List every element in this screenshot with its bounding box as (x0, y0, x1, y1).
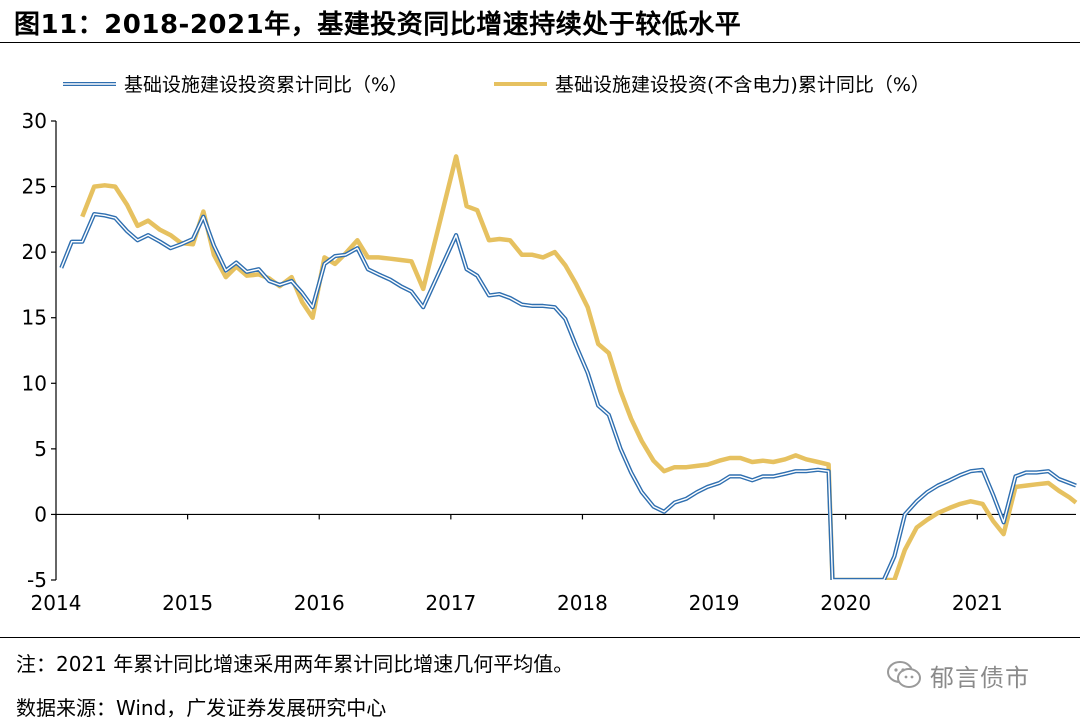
y-tick-label: 0 (34, 502, 47, 526)
legend: 基础设施建设投资累计同比（%） 基础设施建设投资(不含电力)累计同比（%） (63, 74, 930, 96)
legend-label-series-2: 基础设施建设投资(不含电力)累计同比（%） (555, 74, 930, 96)
y-tick-label: 10 (22, 371, 47, 395)
plot-area: -5 0 5 10 15 20 25 30 2014 2015 2016 2017 2018 2019 20… (22, 109, 1078, 615)
y-tick-label: -5 (27, 568, 47, 592)
x-tick-label: 2019 (689, 591, 740, 615)
y-tick-label: 5 (34, 437, 47, 461)
x-tick-label: 2020 (820, 591, 871, 615)
x-tick-label: 2015 (162, 591, 213, 615)
y-tick-label: 20 (22, 240, 47, 264)
x-tick-label: 2017 (425, 591, 476, 615)
x-tick-label: 2021 (952, 591, 1003, 615)
x-tick-label: 2014 (31, 591, 82, 615)
title-divider (0, 42, 1080, 43)
x-tick-label: 2016 (294, 591, 345, 615)
watermark: 郁言债市 (886, 654, 1030, 696)
y-tick-label: 30 (22, 109, 47, 133)
y-tick-label: 15 (22, 306, 47, 330)
series-line-2 (80, 154, 1078, 580)
watermark-text: 郁言债市 (930, 663, 1030, 692)
figure-note: 注：2021 年累计同比增速采用两年累计同比增速几何平均值。 (16, 652, 574, 676)
footer-divider (0, 637, 1080, 638)
x-tick-label: 2018 (557, 591, 608, 615)
line-chart: 基础设施建设投资累计同比（%） 基础设施建设投资(不含电力)累计同比（%） -5… (22, 74, 1078, 615)
legend-label-series-1: 基础设施建设投资累计同比（%） (124, 74, 408, 96)
figure-source: 数据来源：Wind，广发证券发展研究中心 (16, 696, 387, 720)
series-line-1-inner (60, 213, 1077, 580)
figure-title: 图11：2018-2021年，基建投资同比增速持续处于较低水平 (14, 10, 742, 40)
y-tick-label: 25 (22, 175, 47, 199)
chat-bubble-icon (887, 661, 921, 688)
